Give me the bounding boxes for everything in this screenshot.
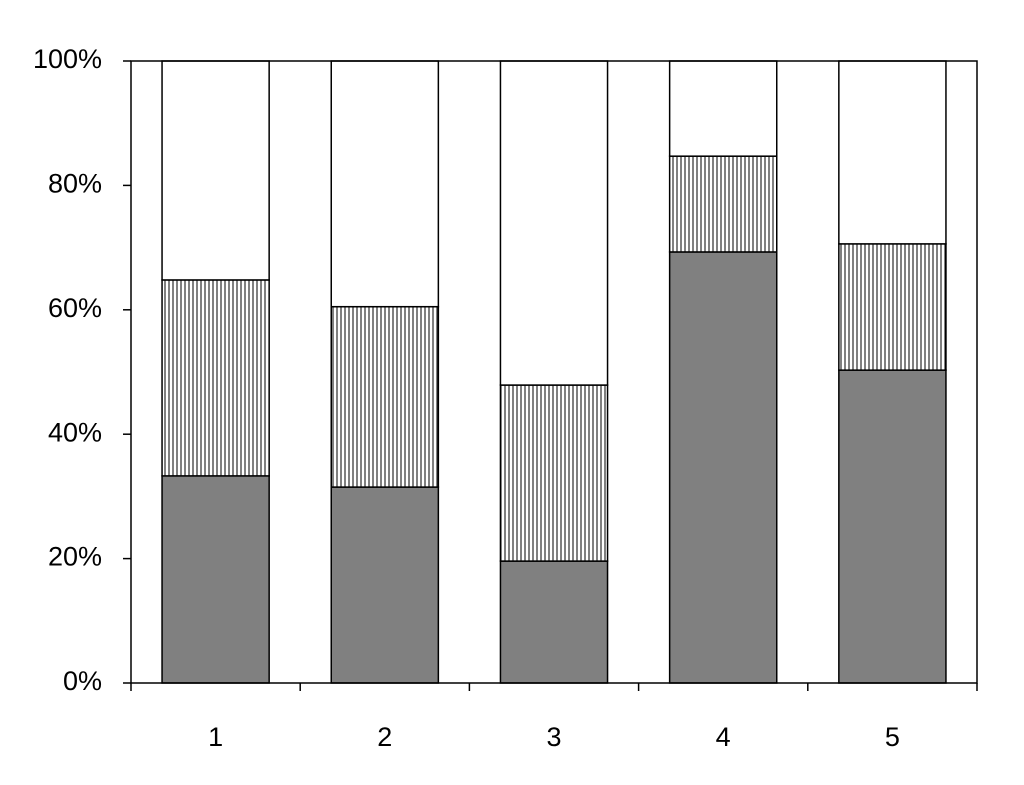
bar-segment — [838, 60, 947, 245]
bar-segment — [838, 243, 947, 371]
y-tick-label: 20% — [48, 542, 102, 572]
bar-segment — [161, 475, 270, 684]
bar-segment — [161, 279, 270, 477]
bar-segment — [330, 305, 440, 488]
y-tick-label: 100% — [33, 44, 102, 74]
bar-segment — [668, 60, 778, 157]
x-tick-label: 5 — [885, 722, 900, 752]
plot-frame — [130, 60, 978, 684]
x-tick-label: 4 — [716, 722, 731, 752]
bar-segment — [668, 155, 778, 253]
bar-segment — [668, 251, 778, 684]
bar-segment — [161, 60, 270, 281]
x-tick-label: 3 — [546, 722, 561, 752]
y-tick-label: 60% — [48, 293, 102, 323]
x-tick-label: 1 — [208, 722, 223, 752]
bar-segment — [499, 60, 609, 386]
bar-segment — [838, 369, 947, 684]
x-tick-label: 2 — [377, 722, 392, 752]
bar-segment — [499, 384, 609, 562]
y-tick-label: 40% — [48, 417, 102, 447]
bar-segment — [330, 486, 440, 684]
bar-segment — [499, 560, 609, 684]
bar-segment — [330, 60, 440, 308]
y-tick-label: 0% — [63, 666, 102, 696]
y-tick-label: 80% — [48, 169, 102, 199]
